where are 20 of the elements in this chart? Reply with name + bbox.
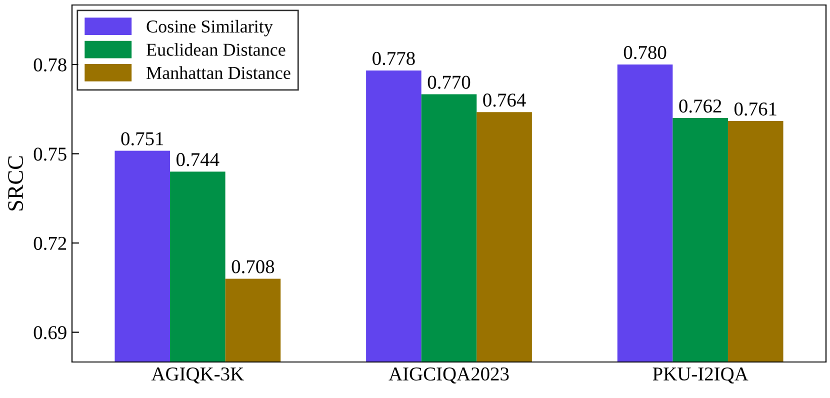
x-tick-label: AIGCIQA2023: [388, 367, 509, 384]
data-label: 0.770: [428, 76, 470, 89]
legend-label: Cosine Similarity: [146, 20, 273, 36]
data-label: 0.751: [121, 132, 164, 146]
y-tick-label: 0.78: [34, 58, 66, 72]
y-tick-label: 0.69: [34, 326, 66, 340]
data-label: 0.764: [483, 94, 526, 107]
data-label: 0.744: [176, 153, 220, 166]
y-axis-title: SRCC: [8, 156, 24, 210]
data-label: 0.708: [232, 260, 274, 274]
legend-label: Manhattan Distance: [146, 66, 290, 79]
y-tick-label: 0.75: [34, 148, 66, 161]
x-tick-label: AGIQK-3K: [151, 367, 244, 384]
y-tick-label: 0.72: [34, 236, 66, 250]
data-label: 0.780: [624, 46, 666, 60]
data-label: 0.761: [734, 102, 776, 116]
x-tick-label: PKU-I2IQA: [652, 367, 748, 384]
data-label: 0.778: [372, 52, 415, 66]
legend-label: Euclidean Distance: [146, 43, 286, 56]
data-label: 0.762: [679, 99, 722, 113]
